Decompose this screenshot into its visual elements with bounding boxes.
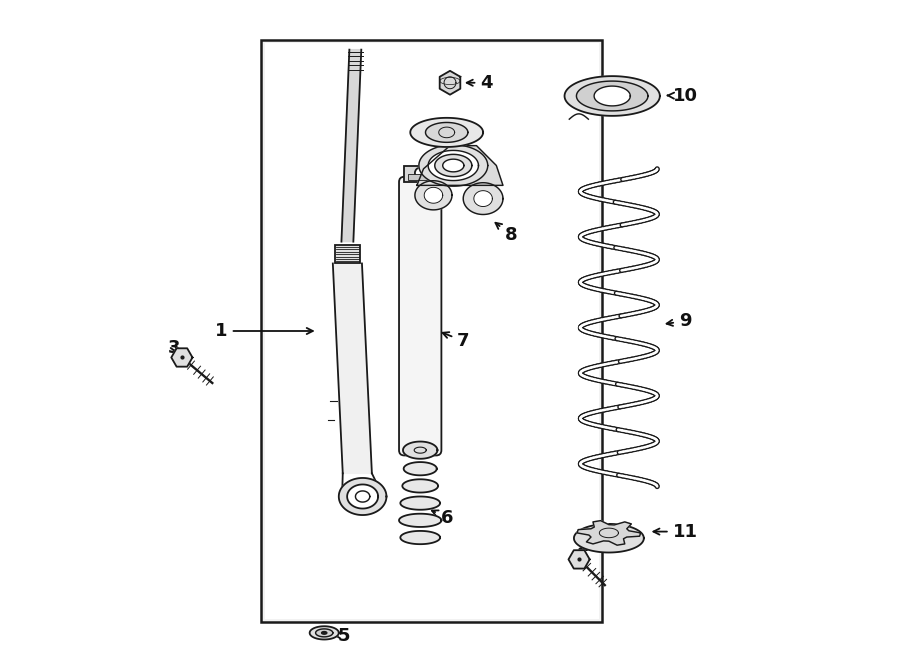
Polygon shape [435, 154, 472, 177]
Polygon shape [569, 550, 590, 569]
Polygon shape [443, 159, 464, 172]
Polygon shape [399, 514, 441, 527]
Polygon shape [171, 348, 193, 367]
Polygon shape [316, 629, 333, 637]
Polygon shape [440, 71, 460, 95]
Bar [265, 43, 599, 619]
Text: 7: 7 [443, 332, 470, 350]
Circle shape [415, 167, 426, 178]
Bar [335, 245, 360, 263]
Polygon shape [594, 86, 630, 106]
Polygon shape [400, 496, 440, 510]
Bar [261, 40, 602, 622]
Polygon shape [426, 122, 468, 142]
Polygon shape [403, 442, 437, 459]
Polygon shape [400, 531, 440, 544]
Text: 8: 8 [496, 222, 518, 244]
Text: 3: 3 [167, 338, 180, 357]
Bar [409, 174, 432, 181]
FancyBboxPatch shape [399, 177, 441, 455]
Polygon shape [464, 183, 503, 214]
Text: 2: 2 [576, 537, 589, 555]
Polygon shape [402, 479, 438, 493]
Polygon shape [338, 478, 386, 515]
Polygon shape [310, 626, 338, 639]
Polygon shape [333, 263, 372, 473]
Text: 1: 1 [215, 322, 313, 340]
Text: 4: 4 [467, 73, 492, 92]
Text: 11: 11 [653, 522, 698, 541]
Text: 9: 9 [667, 312, 691, 330]
Bar [404, 166, 436, 182]
Polygon shape [404, 462, 436, 475]
Polygon shape [577, 81, 648, 111]
Polygon shape [418, 145, 488, 186]
Polygon shape [415, 181, 452, 210]
Polygon shape [417, 146, 503, 185]
Text: 10: 10 [667, 87, 698, 105]
Polygon shape [321, 632, 327, 634]
Polygon shape [410, 118, 483, 147]
Polygon shape [347, 485, 378, 508]
Polygon shape [564, 76, 660, 116]
Polygon shape [341, 50, 361, 242]
Polygon shape [428, 150, 479, 181]
Text: 6: 6 [432, 508, 453, 527]
Text: 5: 5 [332, 626, 350, 645]
Polygon shape [577, 520, 641, 545]
Polygon shape [473, 191, 492, 207]
Polygon shape [574, 524, 644, 553]
Polygon shape [424, 187, 443, 203]
